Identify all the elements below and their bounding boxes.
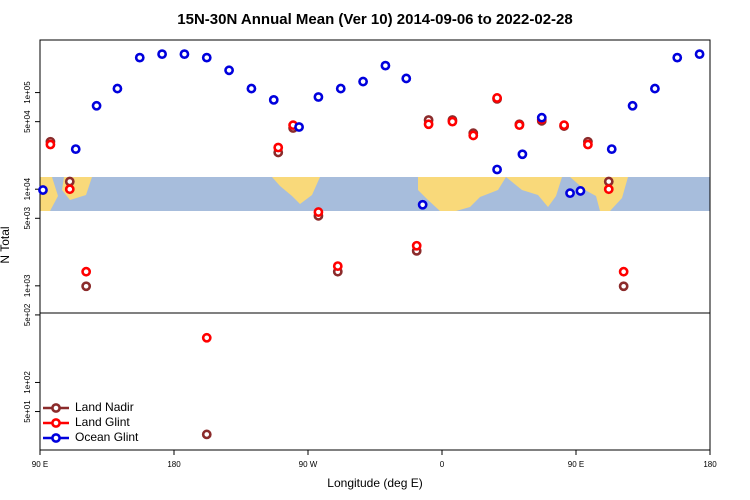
point	[492, 93, 502, 103]
y-tick-label: 1e+04	[23, 177, 32, 200]
legend-label: Land Nadir	[75, 400, 134, 414]
point	[268, 94, 279, 105]
point	[313, 92, 324, 102]
point	[606, 144, 617, 155]
point	[64, 176, 75, 187]
point	[273, 142, 284, 153]
point	[45, 139, 56, 150]
point	[38, 185, 48, 195]
point	[672, 52, 683, 63]
point	[224, 65, 234, 76]
chart-title: 15N-30N Annual Mean (Ver 10) 2014-09-06 …	[177, 11, 572, 28]
point	[201, 52, 212, 63]
legend-marker	[51, 433, 61, 443]
point	[64, 184, 75, 195]
point	[603, 184, 614, 195]
point	[134, 52, 145, 63]
y-tick-label: 1e+03	[23, 274, 32, 297]
y-tick-label: 5e+03	[23, 207, 32, 230]
point	[468, 130, 479, 141]
point	[201, 429, 212, 440]
point	[112, 83, 123, 94]
y-tick-label: 1e+02	[23, 371, 32, 394]
point	[575, 186, 586, 196]
x-tick-label: 90 E	[568, 460, 584, 469]
point	[380, 60, 391, 71]
y-tick-label: 5e+01	[23, 400, 32, 423]
point	[492, 164, 502, 175]
point	[332, 261, 343, 272]
point	[694, 49, 705, 60]
x-tick-label: 0	[440, 460, 445, 469]
legend-marker	[51, 418, 61, 428]
y-axis-label: N Total	[0, 226, 12, 263]
y-tick-label: 5e+02	[23, 303, 32, 326]
legend-label: Land Glint	[75, 415, 130, 429]
point	[246, 83, 257, 94]
point	[411, 240, 422, 251]
point	[335, 83, 346, 94]
x-axis-label: Longitude (deg E)	[327, 476, 422, 490]
point	[201, 332, 212, 343]
y-tick-label: 1e+05	[23, 81, 32, 104]
point	[358, 76, 368, 87]
x-tick-label: 180	[703, 460, 717, 469]
point	[417, 199, 428, 210]
point	[447, 116, 458, 127]
point	[81, 266, 92, 277]
point	[603, 176, 614, 187]
point	[294, 122, 304, 132]
point	[91, 100, 102, 111]
x-tick-label: 180	[167, 460, 181, 469]
point	[517, 149, 528, 160]
point	[313, 207, 324, 217]
point	[401, 73, 412, 84]
point	[583, 139, 593, 150]
point	[565, 188, 575, 199]
y-tick-label: 5e+04	[23, 110, 32, 133]
point	[618, 281, 629, 292]
x-tick-label: 90 W	[299, 460, 318, 469]
point	[179, 49, 190, 60]
plot-frame	[39, 39, 711, 451]
point	[650, 83, 660, 94]
point	[618, 266, 629, 277]
point	[559, 120, 569, 131]
legend-marker	[51, 403, 61, 413]
point	[536, 112, 547, 123]
legend-label: Ocean Glint	[75, 430, 139, 444]
point	[423, 119, 434, 130]
point	[70, 144, 81, 155]
point	[157, 49, 167, 60]
point	[81, 281, 92, 292]
point	[627, 100, 638, 111]
x-tick-label: 90 E	[32, 460, 48, 469]
point	[514, 120, 525, 131]
